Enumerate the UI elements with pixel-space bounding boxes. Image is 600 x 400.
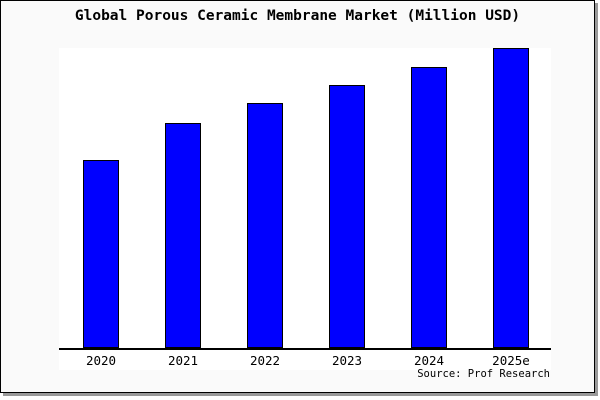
chart-card: Global Porous Ceramic Membrane Market (M… (0, 0, 595, 393)
x-axis-line (59, 348, 551, 350)
bar-2022 (247, 103, 283, 348)
bar-2024 (411, 67, 447, 348)
bar-2025e (493, 48, 529, 348)
bar-2021 (165, 123, 201, 348)
plot-area: 2020 2021 2022 2023 2024 2025e (59, 48, 551, 370)
x-tick-label-2025e: 2025e (492, 353, 530, 368)
x-tick-label-2024: 2024 (413, 353, 445, 368)
x-tick-label-2020: 2020 (85, 353, 117, 368)
bar-2020 (83, 160, 119, 348)
x-tick-label-2023: 2023 (331, 353, 363, 368)
x-tick-label-2022: 2022 (249, 353, 281, 368)
x-tick-label-2021: 2021 (167, 353, 199, 368)
source-note: Source: Prof Research (417, 368, 550, 380)
bar-2023 (329, 85, 365, 348)
chart-title: Global Porous Ceramic Membrane Market (M… (74, 8, 521, 24)
